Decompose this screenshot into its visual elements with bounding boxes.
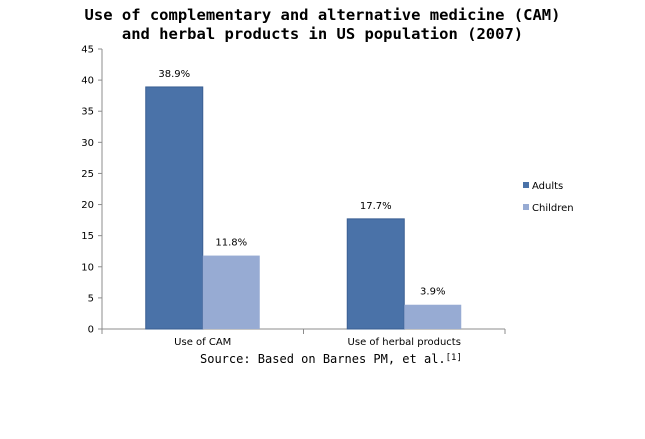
data-label: 38.9% — [158, 69, 190, 80]
x-category-label: Use of herbal products — [348, 337, 461, 348]
y-tick-label: 40 — [81, 76, 94, 87]
y-tick-label: 5 — [88, 293, 94, 304]
y-tick-label: 35 — [81, 107, 94, 118]
source-text: Source: Based on Barnes PM, et al. — [200, 352, 446, 366]
data-label: 3.9% — [420, 287, 445, 298]
y-tick-label: 0 — [88, 325, 94, 336]
y-tick-label: 25 — [81, 169, 94, 180]
bar-adults-1 — [145, 86, 204, 330]
legend-swatch-adults — [523, 182, 529, 188]
y-tick-label: 20 — [81, 200, 94, 211]
bar-children-1 — [202, 255, 260, 329]
legend-label-children: Children — [532, 203, 574, 214]
source-reference: [1] — [445, 353, 462, 363]
data-label: 11.8% — [215, 238, 247, 249]
legend-swatch-children — [523, 204, 529, 210]
x-category-label: Use of CAM — [174, 337, 231, 348]
legend-label-adults: Adults — [532, 181, 563, 192]
y-tick-label: 15 — [81, 231, 94, 242]
chart-title-line-2: and herbal products in US population (20… — [121, 25, 524, 43]
y-tick-label: 45 — [81, 45, 94, 56]
bar-adults-2 — [346, 218, 405, 330]
bar-children-2 — [404, 304, 462, 329]
y-tick-label: 30 — [81, 138, 94, 149]
source-note: Source: Based on Barnes PM, et al.[1] — [200, 352, 462, 366]
chart-title-line-1: Use of complementary and alternative med… — [84, 6, 561, 24]
chart-title: Use of complementary and alternative med… — [0, 6, 645, 44]
data-label: 17.7% — [360, 201, 392, 212]
y-tick-label: 10 — [81, 262, 94, 273]
